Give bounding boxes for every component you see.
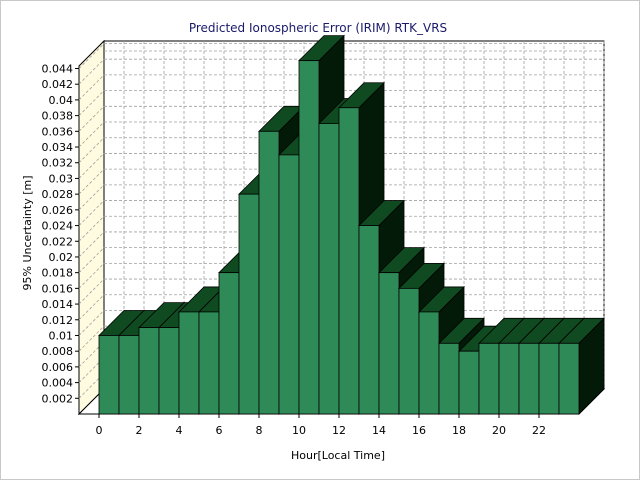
y-tick-label: 0.018 [42, 267, 74, 280]
grid-line-wall [78, 184, 105, 211]
y-tick-label: 0.034 [42, 141, 74, 154]
grid-line-wall [78, 325, 105, 352]
grid-line-wall [78, 215, 105, 242]
y-tick-label: 0.03 [49, 172, 74, 185]
bar-front-face [198, 311, 220, 415]
x-axis-ticks: 0 2 4 6 8 10 12 14 16 18 20 22 [96, 414, 546, 437]
y-tick-label: 0.032 [42, 157, 74, 170]
y-tick-label: 0.016 [42, 282, 74, 295]
bar-front-face [258, 130, 280, 415]
x-tick-label: 14 [372, 424, 386, 437]
y-tick-label: 0.008 [42, 345, 74, 358]
grid-line-wall [78, 74, 105, 101]
y-axis-label: 95% Uncertainty [m] [21, 175, 34, 290]
y-tick-label: 0.026 [42, 204, 74, 217]
bar-series [98, 34, 605, 415]
grid-line-wall [78, 58, 105, 85]
x-axis-label: Hour[Local Time] [291, 449, 385, 462]
chart-title: Predicted Ionospheric Error (IRIM) RTK_V… [189, 21, 447, 35]
y-tick-label: 0.04 [49, 94, 74, 107]
bar-front-face [438, 342, 460, 415]
grid-line-wall [78, 231, 105, 258]
grid-line-wall [78, 341, 105, 368]
y-tick-label: 0.002 [42, 392, 74, 405]
grid-line-wall [78, 310, 105, 336]
y-tick-label: 0.038 [42, 110, 74, 123]
bar-front-face [518, 342, 540, 415]
y-tick-label: 0.036 [42, 125, 74, 138]
y-tick-label: 0.042 [42, 78, 74, 91]
y-tick-label: 0.024 [42, 220, 74, 233]
grid-line-wall [78, 373, 105, 399]
bar-front-face [158, 327, 180, 415]
bar-front-face [478, 342, 500, 415]
bar-front-face [458, 350, 480, 415]
y-tick-label: 0.044 [42, 63, 74, 76]
bar-front-face [338, 107, 360, 415]
bar-23 [558, 317, 605, 415]
x-tick-label: 16 [412, 424, 426, 437]
grid-line-wall [78, 247, 105, 273]
grid-line-wall [78, 153, 105, 179]
y-axis-ticks: 0.002 0.004 0.006 0.008 0.01 0.012 0.014 0.016 0… [42, 63, 79, 405]
grid-line-wall [78, 168, 105, 195]
grid-line-wall [78, 200, 105, 226]
bar-front-face [398, 287, 420, 415]
bar-front-face [538, 342, 560, 415]
bar-front-face [318, 123, 340, 415]
grid-line-wall [78, 263, 105, 289]
x-tick-label: 22 [532, 424, 546, 437]
bar-front-face [218, 272, 240, 415]
bar-front-face [98, 335, 120, 415]
bar-front-face [138, 327, 160, 415]
y-tick-label: 0.012 [42, 314, 74, 327]
y-tick-label: 0.006 [42, 361, 74, 374]
bar-front-face [178, 311, 200, 415]
y-tick-label: 0.004 [42, 377, 74, 390]
grid-line-wall [78, 121, 105, 148]
grid-line-wall [78, 137, 105, 164]
bar-front-face [418, 311, 440, 415]
bar-front-face [118, 335, 140, 415]
x-tick-label: 4 [176, 424, 183, 437]
y-tick-label: 0.028 [42, 188, 74, 201]
grid-line-wall [78, 43, 105, 69]
bar-front-face [358, 225, 380, 415]
grid-line-wall [78, 357, 105, 383]
x-tick-label: 6 [216, 424, 223, 437]
bar-front-face [378, 272, 400, 415]
x-tick-label: 2 [136, 424, 143, 437]
bar-front-face [278, 154, 300, 415]
y-tick-label: 0.01 [49, 329, 74, 342]
y-tick-label: 0.02 [49, 251, 74, 264]
bar-front-face [298, 60, 320, 415]
bar-front-face [498, 342, 520, 415]
x-tick-label: 12 [332, 424, 346, 437]
x-tick-label: 20 [492, 424, 506, 437]
grid-line-wall [78, 90, 105, 116]
y-tick-label: 0.014 [42, 298, 74, 311]
grid-line-wall [78, 278, 105, 305]
grid-line-wall [78, 106, 105, 132]
x-tick-label: 18 [452, 424, 466, 437]
bar-front-face [238, 193, 260, 415]
x-tick-label: 0 [96, 424, 103, 437]
y-tick-label: 0.022 [42, 235, 74, 248]
x-tick-label: 8 [256, 424, 263, 437]
grid-line-wall [78, 294, 105, 321]
x-tick-label: 10 [292, 424, 306, 437]
bar-front-face [558, 342, 580, 415]
